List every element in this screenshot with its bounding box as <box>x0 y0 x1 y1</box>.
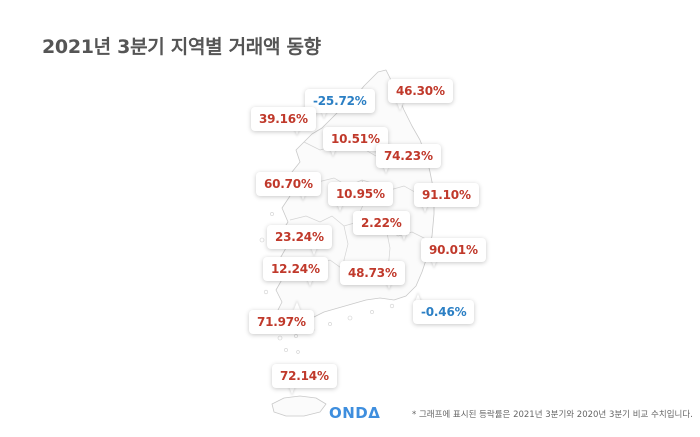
region-value-label: 39.16% <box>251 107 316 131</box>
onda-logo: ONDΔ <box>329 404 381 422</box>
region-value-label: 46.30% <box>388 79 453 103</box>
region-value-label: 91.10% <box>414 183 479 207</box>
region-value-label: 23.24% <box>267 225 332 249</box>
region-value-label: -0.46% <box>413 300 475 324</box>
region-value-label: 10.95% <box>328 182 393 206</box>
region-value-label: 12.24% <box>263 257 328 281</box>
jeju-island <box>271 395 327 417</box>
region-value-label: 2.22% <box>353 211 410 235</box>
region-value-label: 72.14% <box>272 364 337 388</box>
region-value-label: 71.97% <box>249 310 314 334</box>
region-value-label: 74.23% <box>376 144 441 168</box>
region-value-label: 90.01% <box>421 238 486 262</box>
footnote: * 그래프에 표시된 등락률은 2021년 3분기와 2020년 3분기 비교 … <box>412 410 693 420</box>
page-title: 2021년 3분기 지역별 거래액 동향 <box>42 36 321 58</box>
region-value-label: 60.70% <box>256 172 321 196</box>
region-value-label: 48.73% <box>340 261 405 285</box>
region-value-label: -25.72% <box>305 89 375 113</box>
